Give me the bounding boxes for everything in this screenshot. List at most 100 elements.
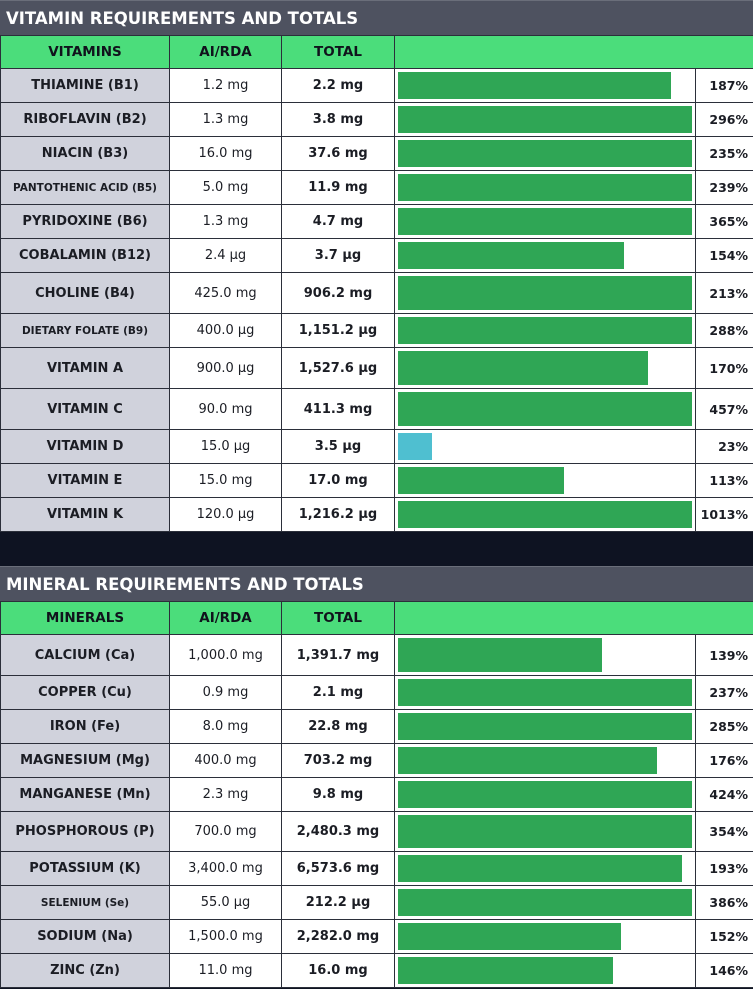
percent-value: 296% — [695, 102, 753, 137]
table-row: PYRIDOXINE (B6) 1.3 mg 4.7 mg 365% — [0, 204, 753, 239]
progress-bar-fill — [398, 392, 692, 426]
progress-bar-fill — [398, 433, 432, 460]
vitamin-section: VITAMIN REQUIREMENTS AND TOTALS VITAMINS… — [0, 0, 753, 532]
total-value: 9.8 mg — [281, 777, 395, 812]
rda-column-header: AI/RDA — [169, 35, 282, 69]
progress-bar-fill — [398, 208, 692, 235]
progress-bar-cell — [394, 313, 696, 348]
progress-bar-cell — [394, 102, 696, 137]
progress-bar-cell — [394, 238, 696, 273]
nutrient-name: COBALAMIN (B12) — [0, 238, 170, 273]
rda-value: 1.3 mg — [169, 102, 282, 137]
rda-value: 425.0 mg — [169, 272, 282, 314]
progress-bar-fill — [398, 781, 692, 808]
mineral-table: MINERALS AI/RDA TOTAL CALCIUM (Ca) 1,000.… — [0, 601, 753, 988]
percent-value: 1013% — [695, 497, 753, 532]
rda-value: 120.0 µg — [169, 497, 282, 532]
total-value: 212.2 µg — [281, 885, 395, 920]
total-value: 4.7 mg — [281, 204, 395, 239]
table-row: VITAMIN C 90.0 mg 411.3 mg 457% — [0, 388, 753, 430]
total-value: 411.3 mg — [281, 388, 395, 430]
vitamins-column-header: VITAMINS — [0, 35, 170, 69]
rda-value: 5.0 mg — [169, 170, 282, 205]
table-row: VITAMIN K 120.0 µg 1,216.2 µg 1013% — [0, 497, 753, 532]
table-row: CHOLINE (B4) 425.0 mg 906.2 mg 213% — [0, 272, 753, 314]
rda-value: 1,000.0 mg — [169, 634, 282, 676]
progress-bar-fill — [398, 713, 692, 740]
mineral-header-row: MINERALS AI/RDA TOTAL — [0, 601, 753, 635]
total-value: 906.2 mg — [281, 272, 395, 314]
rda-value: 1,500.0 mg — [169, 919, 282, 954]
total-value: 2.2 mg — [281, 68, 395, 103]
nutrient-name: VITAMIN D — [0, 429, 170, 464]
mineral-section: MINERAL REQUIREMENTS AND TOTALS MINERALS… — [0, 566, 753, 988]
percent-value: 457% — [695, 388, 753, 430]
progress-bar-cell — [394, 709, 696, 744]
total-value: 17.0 mg — [281, 463, 395, 498]
progress-bar-fill — [398, 679, 692, 706]
table-row: CALCIUM (Ca) 1,000.0 mg 1,391.7 mg 139% — [0, 634, 753, 676]
percent-value: 386% — [695, 885, 753, 920]
rda-column-header: AI/RDA — [169, 601, 282, 635]
total-value: 22.8 mg — [281, 709, 395, 744]
percent-value: 23% — [695, 429, 753, 464]
progress-bar-fill — [398, 467, 565, 494]
total-value: 11.9 mg — [281, 170, 395, 205]
table-row: NIACIN (B3) 16.0 mg 37.6 mg 235% — [0, 136, 753, 171]
progress-bar-cell — [394, 429, 696, 464]
table-row: ZINC (Zn) 11.0 mg 16.0 mg 146% — [0, 953, 753, 988]
total-column-header: TOTAL — [281, 601, 395, 635]
progress-bar-fill — [398, 276, 692, 310]
total-value: 3.7 µg — [281, 238, 395, 273]
percent-value: 146% — [695, 953, 753, 988]
table-row: SELENIUM (Se) 55.0 µg 212.2 µg 386% — [0, 885, 753, 920]
rda-value: 700.0 mg — [169, 811, 282, 852]
percent-value: 365% — [695, 204, 753, 239]
rda-value: 1.2 mg — [169, 68, 282, 103]
nutrient-name: SELENIUM (Se) — [0, 885, 170, 920]
progress-bar-cell — [394, 811, 696, 852]
progress-bar-cell — [394, 743, 696, 778]
progress-bar-fill — [398, 174, 692, 201]
progress-bar-cell — [394, 272, 696, 314]
table-row: SODIUM (Na) 1,500.0 mg 2,282.0 mg 152% — [0, 919, 753, 954]
nutrient-name: MAGNESIUM (Mg) — [0, 743, 170, 778]
table-row: MAGNESIUM (Mg) 400.0 mg 703.2 mg 176% — [0, 743, 753, 778]
total-value: 2,480.3 mg — [281, 811, 395, 852]
percent-value: 237% — [695, 675, 753, 710]
progress-bar-fill — [398, 889, 692, 916]
rda-value: 2.4 µg — [169, 238, 282, 273]
nutrient-name: IRON (Fe) — [0, 709, 170, 744]
nutrient-name: COPPER (Cu) — [0, 675, 170, 710]
progress-bar-cell — [394, 204, 696, 239]
nutrient-name: VITAMIN E — [0, 463, 170, 498]
table-row: MANGANESE (Mn) 2.3 mg 9.8 mg 424% — [0, 777, 753, 812]
percent-value: 424% — [695, 777, 753, 812]
percent-value: 170% — [695, 347, 753, 389]
nutrient-name: THIAMINE (B1) — [0, 68, 170, 103]
rda-value: 15.0 µg — [169, 429, 282, 464]
progress-bar-fill — [398, 638, 603, 672]
nutrient-name: DIETARY FOLATE (B9) — [0, 313, 170, 348]
progress-bar-cell — [394, 136, 696, 171]
progress-bar-fill — [398, 855, 682, 882]
progress-bar-fill — [398, 72, 672, 99]
nutrient-name: PHOSPHOROUS (P) — [0, 811, 170, 852]
progress-bar-cell — [394, 68, 696, 103]
rda-value: 400.0 mg — [169, 743, 282, 778]
rda-value: 900.0 µg — [169, 347, 282, 389]
progress-bar-cell — [394, 388, 696, 430]
mineral-section-title: MINERAL REQUIREMENTS AND TOTALS — [0, 566, 753, 601]
progress-bar-fill — [398, 140, 692, 167]
bar-column-header — [394, 601, 753, 635]
rda-value: 55.0 µg — [169, 885, 282, 920]
progress-bar-fill — [398, 747, 657, 774]
progress-bar-fill — [398, 242, 625, 269]
percent-value: 213% — [695, 272, 753, 314]
progress-bar-cell — [394, 953, 696, 988]
progress-bar-cell — [394, 497, 696, 532]
table-row: POTASSIUM (K) 3,400.0 mg 6,573.6 mg 193% — [0, 851, 753, 886]
percent-value: 235% — [695, 136, 753, 171]
total-column-header: TOTAL — [281, 35, 395, 69]
table-row: RIBOFLAVIN (B2) 1.3 mg 3.8 mg 296% — [0, 102, 753, 137]
